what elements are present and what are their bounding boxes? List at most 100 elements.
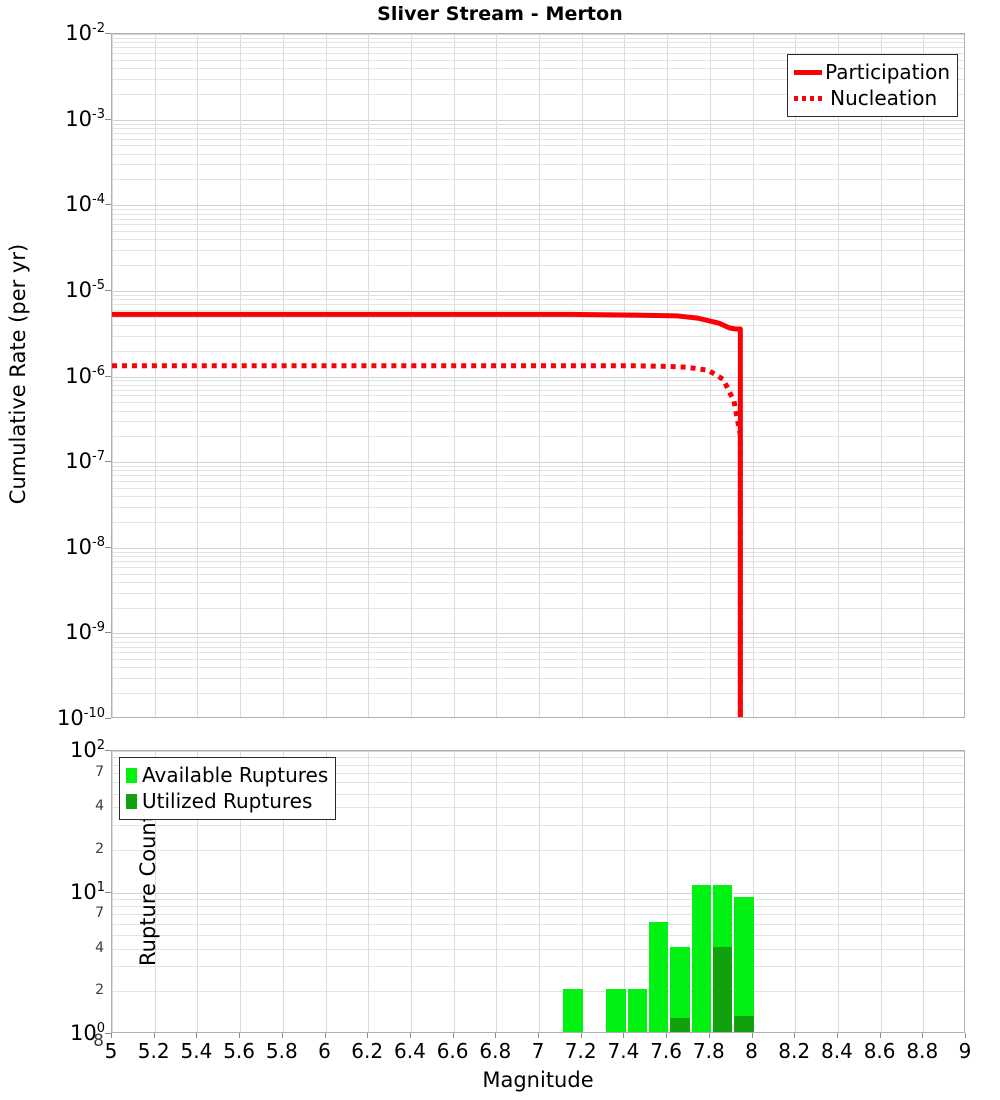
gridline bbox=[112, 34, 964, 35]
gridline bbox=[112, 239, 964, 241]
gridline bbox=[112, 935, 964, 937]
top-y-axis-title: Cumulative Rate (per yr) bbox=[6, 243, 30, 504]
x-tick-mark bbox=[495, 1033, 497, 1038]
gridline bbox=[795, 751, 797, 1032]
x-tick-mark bbox=[196, 1033, 198, 1038]
gridline bbox=[112, 42, 964, 44]
gridline bbox=[112, 906, 964, 908]
gridline bbox=[112, 294, 964, 296]
gridline bbox=[112, 224, 964, 226]
gridline bbox=[112, 966, 964, 968]
gridline bbox=[112, 991, 964, 993]
legend-label-nucleation: Nucleation bbox=[830, 86, 938, 110]
gridline bbox=[112, 153, 964, 155]
gridline bbox=[112, 68, 964, 70]
bar-available[interactable] bbox=[670, 946, 690, 1032]
gridline bbox=[112, 93, 964, 95]
y-tick-mark bbox=[105, 546, 111, 548]
dotted-line-icon bbox=[794, 95, 823, 101]
gridline bbox=[709, 34, 711, 717]
y-tick-label: 10-7 bbox=[65, 449, 105, 474]
gridline bbox=[154, 34, 156, 717]
bar-available[interactable] bbox=[648, 921, 669, 1032]
x-tick-mark bbox=[367, 1033, 369, 1038]
x-tick-mark bbox=[879, 1033, 881, 1038]
curve-nucleation bbox=[112, 363, 743, 717]
gridline bbox=[112, 218, 964, 220]
y-tick-mark bbox=[105, 204, 111, 206]
top-legend: Participation Nucleation bbox=[787, 54, 958, 117]
bar-available[interactable] bbox=[606, 989, 626, 1032]
gridline bbox=[325, 34, 327, 717]
gridline bbox=[112, 824, 964, 826]
gridline bbox=[112, 59, 964, 61]
gridline bbox=[368, 751, 370, 1032]
x-tick-label: 7.4 bbox=[607, 1039, 640, 1063]
gridline bbox=[282, 751, 284, 1032]
x-tick-label: 8.2 bbox=[778, 1039, 811, 1063]
y-tick-mark bbox=[105, 289, 111, 291]
gridline bbox=[112, 807, 964, 809]
bar-available[interactable] bbox=[627, 989, 647, 1032]
legend-item-participation[interactable]: Participation bbox=[794, 59, 950, 85]
x-tick-label: 8.4 bbox=[820, 1039, 853, 1063]
x-tick-label: 8.6 bbox=[863, 1039, 896, 1063]
x-tick-label: 6 bbox=[318, 1039, 331, 1063]
gridline bbox=[112, 132, 964, 134]
legend-item-nucleation[interactable]: Nucleation bbox=[794, 85, 950, 111]
bar-available[interactable] bbox=[734, 896, 754, 1032]
legend-label-participation: Participation bbox=[825, 60, 950, 84]
y-tick-mark bbox=[105, 118, 111, 120]
gridline bbox=[752, 751, 754, 1032]
gridline bbox=[112, 164, 964, 166]
x-tick-label: 6.8 bbox=[479, 1039, 512, 1063]
y-tick-label: 10-5 bbox=[65, 277, 105, 302]
gridline bbox=[112, 231, 964, 233]
gridline bbox=[112, 304, 964, 306]
bar-utilized[interactable] bbox=[734, 1015, 754, 1032]
gridline bbox=[112, 250, 964, 252]
gridline bbox=[112, 78, 964, 80]
gridline bbox=[880, 751, 882, 1032]
x-tick-mark bbox=[111, 1033, 112, 1038]
available-swatch-icon bbox=[126, 767, 137, 783]
y-tick-label: 101 bbox=[69, 879, 105, 904]
bar-available[interactable] bbox=[563, 989, 583, 1032]
gridline bbox=[453, 34, 455, 717]
x-tick-label: 6.6 bbox=[436, 1039, 469, 1063]
gridline bbox=[112, 34, 113, 717]
gridline bbox=[112, 849, 964, 851]
gridline bbox=[112, 793, 964, 795]
x-tick-mark bbox=[281, 1033, 283, 1038]
x-tick-mark bbox=[751, 1033, 753, 1038]
x-tick-mark bbox=[965, 1033, 966, 1038]
y-tick-label: 10-8 bbox=[65, 534, 105, 559]
y-tick-mark bbox=[105, 33, 111, 34]
x-tick-mark bbox=[409, 1033, 411, 1038]
y-tick-minor-label: 4 bbox=[95, 939, 104, 956]
y-tick-label: 100 bbox=[69, 1021, 105, 1045]
gridline bbox=[240, 34, 242, 717]
gridline bbox=[112, 892, 964, 894]
gridline bbox=[112, 209, 964, 211]
y-tick-label: 10-9 bbox=[65, 620, 105, 645]
bar-utilized[interactable] bbox=[670, 1018, 690, 1032]
y-tick-mark bbox=[105, 718, 111, 719]
bar-utilized[interactable] bbox=[712, 946, 733, 1032]
gridline bbox=[795, 34, 797, 717]
gridline bbox=[112, 764, 964, 766]
legend-item-available[interactable]: Available Ruptures bbox=[126, 762, 328, 788]
x-tick-label: 7 bbox=[531, 1039, 545, 1063]
gridline bbox=[112, 751, 113, 1032]
gridline bbox=[112, 37, 964, 39]
bar-available[interactable] bbox=[691, 884, 711, 1032]
gridline bbox=[112, 948, 964, 950]
gridline bbox=[240, 751, 242, 1032]
gridline bbox=[368, 34, 370, 717]
gridline bbox=[112, 119, 964, 121]
y-tick-minor-label: 4 bbox=[95, 798, 104, 815]
x-tick-mark bbox=[580, 1033, 582, 1038]
legend-item-utilized[interactable]: Utilized Ruptures bbox=[126, 788, 328, 814]
gridline bbox=[837, 34, 839, 717]
y-tick-label: 10-6 bbox=[65, 363, 105, 388]
